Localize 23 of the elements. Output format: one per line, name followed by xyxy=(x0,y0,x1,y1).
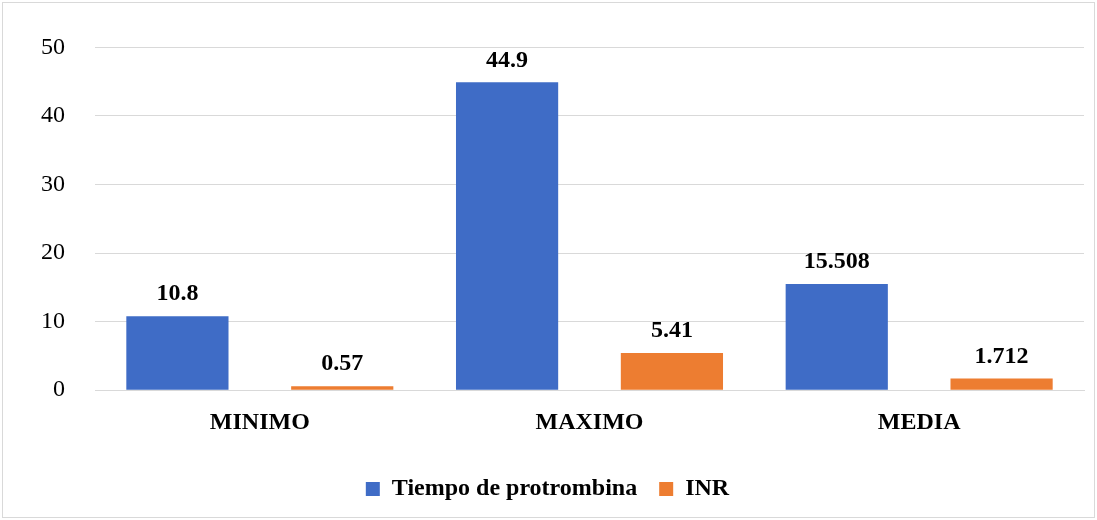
legend-label: Tiempo de protrombina xyxy=(391,474,638,501)
y-tick-label: 40 xyxy=(41,101,65,128)
y-tick-label: 20 xyxy=(41,238,65,265)
y-tick-label: 30 xyxy=(41,169,65,196)
y-tick-label: 50 xyxy=(41,32,65,59)
y-tick-label: 10 xyxy=(41,306,65,333)
bar xyxy=(950,378,1053,390)
bar xyxy=(455,82,559,390)
bar xyxy=(126,316,229,390)
bar xyxy=(291,386,394,390)
x-tick-label: MAXIMO xyxy=(535,407,644,434)
y-tick-label: 0 xyxy=(53,375,65,402)
data-label: 0.57 xyxy=(321,349,364,376)
bar xyxy=(785,283,888,390)
data-label: 44.9 xyxy=(486,45,529,72)
data-label: 1.712 xyxy=(974,341,1029,368)
data-label: 10.8 xyxy=(156,279,199,306)
legend-label: INR xyxy=(685,474,730,501)
bar xyxy=(620,353,724,390)
x-tick-label: MEDIA xyxy=(877,407,962,434)
data-label: 5.41 xyxy=(650,316,693,343)
data-label: 15.508 xyxy=(803,247,870,274)
x-tick-label: MINIMO xyxy=(209,407,310,434)
